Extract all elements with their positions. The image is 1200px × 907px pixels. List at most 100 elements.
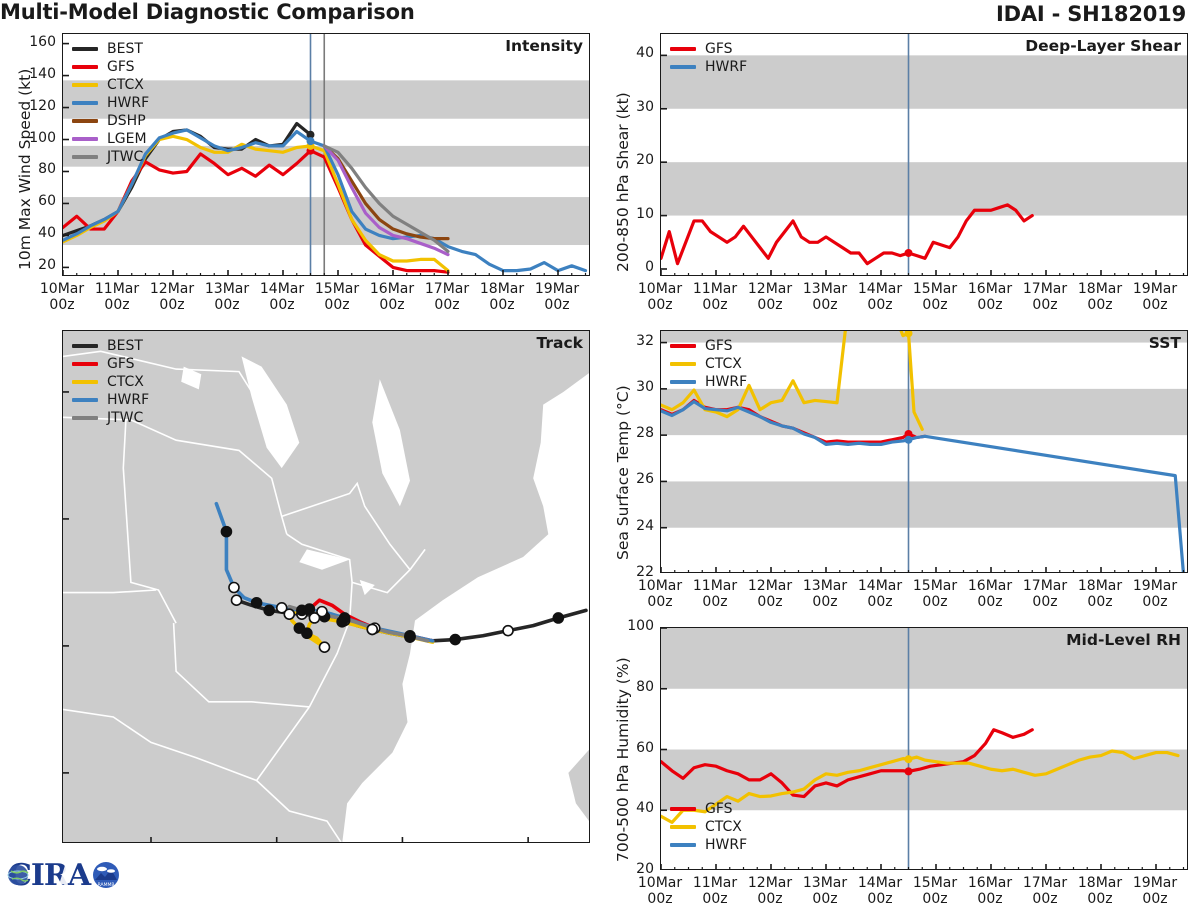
- x-tick-hour: 00z: [1087, 594, 1113, 610]
- legend-label: CTCX: [705, 356, 742, 372]
- x-tick-date: 17Mar: [1022, 578, 1068, 594]
- legend-item-hwrf: HWRF: [670, 836, 747, 854]
- x-tick-hour: 00z: [1142, 297, 1168, 313]
- intensity-panel: Intensity: [62, 33, 590, 276]
- legend-item-gfs: GFS: [72, 355, 149, 373]
- legend-item-hwrf: HWRF: [72, 94, 149, 112]
- x-tick-date: 15Mar: [314, 281, 360, 297]
- x-tick-date: 10Mar: [637, 281, 683, 297]
- x-tick-hour: 00z: [812, 297, 838, 313]
- legend-label: GFS: [107, 356, 135, 372]
- x-tick-label: 13Mar 00z: [191, 281, 263, 313]
- legend-item-hwrf: HWRF: [670, 373, 747, 391]
- x-tick-hour: 00z: [977, 594, 1003, 610]
- x-tick-label: 15Mar 00z: [301, 281, 373, 313]
- x-tick-date: 19Mar: [1132, 875, 1178, 891]
- legend-item-ctcx: CTCX: [670, 355, 747, 373]
- x-tick-date: 17Mar: [424, 281, 470, 297]
- x-tick-label: 12Mar 00z: [136, 281, 208, 313]
- x-tick-label: 12Mar 00z: [734, 578, 806, 610]
- track-legend: BEST GFS CTCX HWRF JTWC: [72, 337, 149, 427]
- y-tick-label: 60: [38, 193, 56, 210]
- legend-label: JTWC: [107, 410, 144, 426]
- x-tick-hour: 00z: [379, 297, 405, 313]
- legend-item-dshp: DSHP: [72, 112, 149, 130]
- x-tick-date: 11Mar: [692, 281, 738, 297]
- x-tick-date: 12Mar: [747, 281, 793, 297]
- legend-label: DSHP: [107, 113, 146, 129]
- legend-label: CTCX: [705, 819, 742, 835]
- x-tick-date: 12Mar: [747, 875, 793, 891]
- x-tick-date: 18Mar: [1077, 875, 1123, 891]
- legend-label: HWRF: [705, 59, 748, 75]
- x-tick-label: 11Mar 00z: [81, 281, 153, 313]
- x-tick-hour: 00z: [269, 297, 295, 313]
- legend-label: HWRF: [705, 374, 748, 390]
- x-tick-date: 17Mar: [1022, 875, 1068, 891]
- x-tick-date: 12Mar: [747, 578, 793, 594]
- legend-item-ctcx: CTCX: [72, 76, 149, 94]
- x-tick-label: 17Mar 00z: [1009, 281, 1081, 313]
- x-tick-label: 18Mar 00z: [466, 281, 538, 313]
- x-tick-hour: 00z: [104, 297, 130, 313]
- legend-swatch-gfs: [670, 343, 696, 349]
- x-tick-hour: 00z: [647, 297, 673, 313]
- x-tick-hour: 00z: [922, 297, 948, 313]
- x-tick-label: 17Mar 00z: [1009, 578, 1081, 610]
- x-tick-label: 19Mar 00z: [1119, 578, 1191, 610]
- x-tick-date: 18Mar: [1077, 281, 1123, 297]
- legend-item-ctcx: CTCX: [670, 818, 747, 836]
- legend-swatch-gfs: [72, 361, 98, 367]
- x-tick-date: 10Mar: [637, 875, 683, 891]
- legend-item-jtwc: JTWC: [72, 409, 149, 427]
- legend-swatch-jtwc: [72, 154, 98, 160]
- legend-swatch-ctcx: [670, 824, 696, 830]
- y-tick-label: 30: [636, 378, 654, 395]
- legend-label: LGEM: [107, 131, 147, 147]
- legend-item-best: BEST: [72, 337, 149, 355]
- legend-swatch-ctcx: [72, 379, 98, 385]
- y-tick-label: 120: [29, 97, 56, 114]
- legend-label: BEST: [107, 338, 143, 354]
- legend-swatch-gfs: [670, 806, 696, 812]
- rh-legend: GFS CTCX HWRF: [670, 800, 747, 854]
- legend-swatch-best: [72, 46, 98, 52]
- x-tick-hour: 00z: [214, 297, 240, 313]
- y-tick-label: 22: [636, 564, 654, 580]
- legend-item-gfs: GFS: [670, 800, 747, 818]
- rh-panel-title: Mid-Level RH: [1066, 631, 1181, 649]
- legend-item-gfs: GFS: [670, 337, 747, 355]
- legend-swatch-gfs: [670, 46, 696, 52]
- x-tick-hour: 00z: [757, 297, 783, 313]
- legend-label: HWRF: [107, 392, 150, 408]
- y-tick-label: 80: [636, 678, 654, 695]
- x-tick-hour: 00z: [867, 594, 893, 610]
- x-tick-label: 13Mar 00z: [789, 578, 861, 610]
- x-tick-date: 15Mar: [912, 578, 958, 594]
- legend-swatch-ctcx: [72, 82, 98, 88]
- x-tick-label: 12Mar 00z: [734, 281, 806, 313]
- y-tick-label: 30: [636, 98, 654, 115]
- x-tick-label: 10Mar 00z: [624, 281, 696, 313]
- x-tick-label: 18Mar 00z: [1064, 281, 1136, 313]
- legend-swatch-hwrf: [72, 397, 98, 403]
- x-tick-label: 16Mar 00z: [954, 281, 1026, 313]
- svg-text:RAMMB: RAMMB: [98, 882, 115, 888]
- x-tick-hour: 00z: [49, 297, 75, 313]
- x-tick-label: 14Mar 00z: [844, 578, 916, 610]
- x-tick-hour: 00z: [1032, 594, 1058, 610]
- x-tick-hour: 00z: [1142, 594, 1168, 610]
- x-tick-date: 16Mar: [967, 875, 1013, 891]
- x-tick-date: 19Mar: [1132, 281, 1178, 297]
- x-tick-date: 11Mar: [692, 875, 738, 891]
- y-tick-label: 20: [636, 152, 654, 169]
- x-tick-date: 14Mar: [857, 281, 903, 297]
- x-tick-hour: 00z: [434, 297, 460, 313]
- legend-item-lgem: LGEM: [72, 130, 149, 148]
- legend-swatch-gfs: [72, 64, 98, 70]
- x-tick-label: 19Mar 00z: [1119, 281, 1191, 313]
- x-tick-hour: 00z: [977, 297, 1003, 313]
- x-tick-label: 14Mar 00z: [246, 281, 318, 313]
- y-tick-label: 20: [636, 861, 654, 877]
- x-tick-label: 19Mar 00z: [1119, 875, 1191, 907]
